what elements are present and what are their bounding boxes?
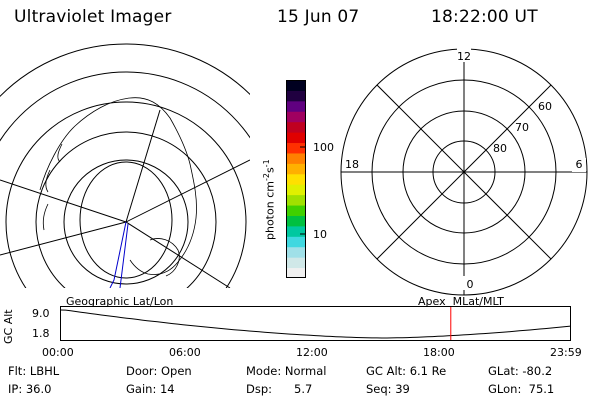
glon-info: GLon: 75.1 bbox=[488, 382, 555, 396]
unit-text: photon cm bbox=[263, 181, 277, 240]
lat-circle bbox=[35, 131, 217, 288]
colorbar-segment bbox=[286, 267, 306, 278]
unit-exp: -2 bbox=[262, 173, 271, 182]
altitude-curve bbox=[60, 309, 571, 339]
colorbar-segment bbox=[286, 184, 306, 196]
colorbar-tick-100: 100 bbox=[313, 141, 334, 154]
colorbar-segment bbox=[286, 90, 306, 102]
coastline bbox=[149, 238, 180, 277]
altitude-strip bbox=[60, 306, 571, 341]
colorbar bbox=[286, 80, 306, 278]
altitude-ylabel: GC Alt bbox=[2, 309, 15, 344]
mlat-label-60: 60 bbox=[538, 100, 552, 113]
satellite-track bbox=[109, 221, 127, 288]
geographic-map bbox=[0, 43, 250, 288]
coastline bbox=[42, 143, 63, 231]
polar-plot: 12 6 0 18 60 70 80 bbox=[340, 48, 588, 296]
apex-label: Apex MLat/MLT bbox=[418, 295, 504, 308]
dsp-label: Dsp: bbox=[246, 382, 273, 396]
colorbar-segment bbox=[286, 142, 306, 154]
date-label: 15 Jun 07 bbox=[277, 7, 360, 27]
gc-alt-info: GC Alt: 6.1 Re bbox=[366, 364, 447, 378]
filter-info: Flt: LBHL bbox=[8, 364, 60, 378]
xtick-0600: 06:00 bbox=[169, 346, 201, 359]
colorbar-segment bbox=[286, 132, 306, 144]
time-label: 18:22:00 UT bbox=[431, 7, 538, 27]
altitude-ytick-bottom: 1.8 bbox=[32, 327, 50, 340]
colorbar-segment bbox=[286, 225, 306, 237]
xtick-1800: 18:00 bbox=[423, 346, 455, 359]
footprint-ellipse bbox=[79, 161, 173, 279]
colorbar-unit-label: photon cm-2s-1 bbox=[262, 159, 277, 240]
unit-exp: -1 bbox=[262, 159, 271, 168]
mlt-label-left: 18 bbox=[345, 158, 359, 171]
colorbar-segment bbox=[286, 100, 306, 112]
seq-info: Seq: 39 bbox=[366, 382, 410, 396]
xtick-1200: 12:00 bbox=[296, 346, 328, 359]
app-title: Ultraviolet Imager bbox=[14, 7, 172, 27]
strip-frame bbox=[60, 306, 571, 341]
lat-circle bbox=[63, 159, 189, 285]
meridian-line bbox=[125, 109, 161, 223]
colorbar-segment bbox=[286, 121, 306, 133]
mlt-label-right: 6 bbox=[576, 158, 583, 171]
mlat-label-80: 80 bbox=[493, 142, 507, 155]
coastline bbox=[39, 97, 197, 275]
meridian-line bbox=[125, 159, 250, 223]
colorbar-segment bbox=[286, 163, 306, 175]
meridian-line bbox=[125, 221, 231, 288]
mlt-label-top: 12 bbox=[457, 50, 471, 63]
door-info: Door: Open bbox=[126, 364, 192, 378]
meridian-line bbox=[0, 221, 127, 256]
lat-circle bbox=[0, 71, 250, 142]
colorbar-segment bbox=[286, 236, 306, 248]
mlat-label-70: 70 bbox=[515, 121, 529, 134]
colorbar-segment bbox=[286, 194, 306, 206]
dsp-value: 5.7 bbox=[294, 382, 313, 396]
lat-circle bbox=[5, 101, 247, 288]
colorbar-segment bbox=[286, 173, 306, 185]
colorbar-segment bbox=[286, 111, 306, 123]
mode-info: Mode: Normal bbox=[246, 364, 327, 378]
altitude-ytick-top: 9.0 bbox=[32, 307, 50, 320]
colorbar-segment bbox=[286, 152, 306, 164]
meridian-line bbox=[0, 179, 127, 223]
satellite-track bbox=[119, 223, 129, 288]
xtick-2359: 23:59 bbox=[550, 346, 582, 359]
gain-info: Gain: 14 bbox=[126, 382, 175, 396]
xtick-0000: 00:00 bbox=[42, 346, 74, 359]
colorbar-segment bbox=[286, 215, 306, 227]
ip-info: IP: 36.0 bbox=[8, 382, 52, 396]
unit-text: s bbox=[263, 167, 277, 174]
glat-info: GLat: -80.2 bbox=[488, 364, 553, 378]
colorbar-tick-10: 10 bbox=[313, 228, 327, 241]
colorbar-segment bbox=[286, 257, 306, 269]
geographic-label: Geographic Lat/Lon bbox=[66, 295, 174, 308]
dsp-info: Dsp: 5.7 bbox=[246, 382, 312, 396]
mlt-label-bottom: 0 bbox=[467, 278, 474, 291]
colorbar-segment bbox=[286, 246, 306, 258]
lat-circle bbox=[0, 43, 250, 98]
colorbar-segment bbox=[286, 205, 306, 216]
colorbar-segment bbox=[286, 80, 306, 91]
